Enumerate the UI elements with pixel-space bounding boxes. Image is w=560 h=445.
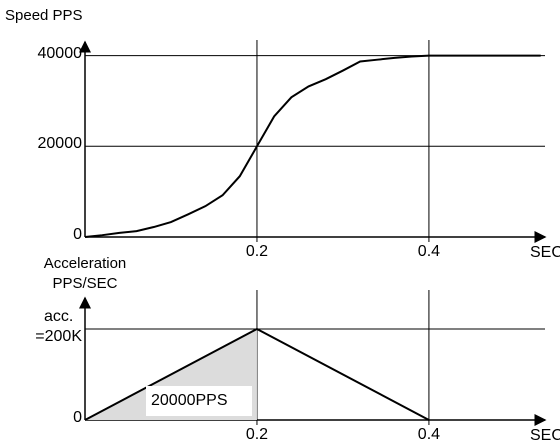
- y-axis-label: Speed PPS: [5, 7, 83, 24]
- x-tick-label: 0.4: [417, 426, 441, 443]
- x-axis-label: SEC: [530, 244, 560, 261]
- y-axis-label: Acceleration PPS/SEC: [43, 255, 127, 292]
- x-tick-label: 0.2: [245, 243, 269, 260]
- annotation: 20000PPS: [151, 392, 228, 409]
- series-line: [84, 54, 541, 238]
- y-tick-label: 0: [73, 226, 82, 243]
- y-tick-label: 40000: [37, 44, 83, 62]
- y-tick-label: 20000: [37, 135, 83, 153]
- x-tick-label: 0.4: [417, 243, 441, 260]
- x-axis-label: SEC: [530, 427, 560, 444]
- y-tick-label: 0: [73, 409, 82, 426]
- series-line: [84, 327, 430, 421]
- y-tick-label: acc. =200K: [35, 307, 82, 345]
- x-tick-label: 0.2: [245, 426, 269, 443]
- annotation-box: [146, 386, 252, 416]
